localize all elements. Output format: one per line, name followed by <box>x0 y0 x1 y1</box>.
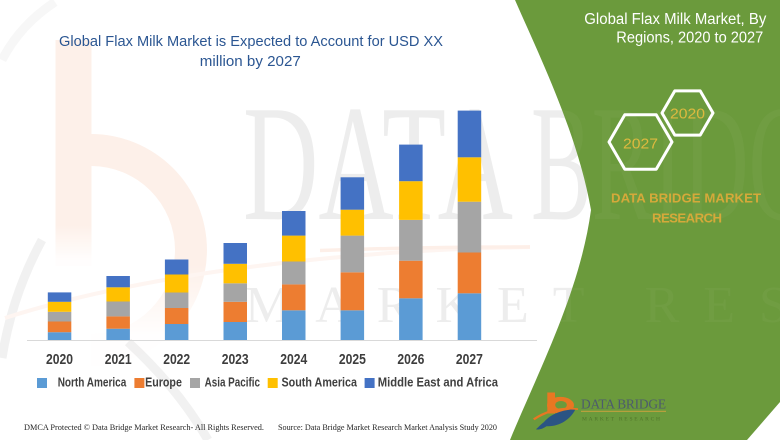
svg-text:RESEARCH: RESEARCH <box>652 211 722 226</box>
svg-text:North America: North America <box>58 375 127 390</box>
svg-text:Source: Data Bridge Market Res: Source: Data Bridge Market Research Mark… <box>278 422 497 432</box>
svg-text:Europe: Europe <box>145 375 182 390</box>
svg-text:2027: 2027 <box>456 352 483 368</box>
svg-text:2024: 2024 <box>280 352 307 368</box>
svg-text:Regions, 2020 to 2027: Regions, 2020 to 2027 <box>616 30 763 47</box>
svg-text:2027: 2027 <box>623 137 658 153</box>
svg-text:2023: 2023 <box>222 352 249 368</box>
svg-text:Global Flax Milk Market is Exp: Global Flax Milk Market is Expected to A… <box>59 34 443 50</box>
svg-text:2020: 2020 <box>46 352 73 368</box>
svg-text:2025: 2025 <box>339 352 366 368</box>
svg-text:DATA BRIDGE: DATA BRIDGE <box>581 397 666 412</box>
svg-text:2021: 2021 <box>105 352 132 368</box>
svg-text:South America: South America <box>282 375 358 390</box>
svg-text:Global Flax Milk Market, By: Global Flax Milk Market, By <box>584 11 766 28</box>
svg-text:million by 2027: million by 2027 <box>200 54 301 70</box>
svg-text:Asia Pacific: Asia Pacific <box>205 375 260 390</box>
svg-text:2020: 2020 <box>670 107 705 123</box>
svg-text:DMCA Protected © Data Bridge M: DMCA Protected © Data Bridge Market Rese… <box>24 422 264 432</box>
svg-text:2022: 2022 <box>163 352 190 368</box>
svg-text:MARKET RESEARCH: MARKET RESEARCH <box>582 416 660 422</box>
svg-text:Middle East and Africa: Middle East and Africa <box>378 375 499 390</box>
svg-text:2026: 2026 <box>397 352 424 368</box>
svg-text:DATA BRIDGE MARKET: DATA BRIDGE MARKET <box>611 191 761 206</box>
